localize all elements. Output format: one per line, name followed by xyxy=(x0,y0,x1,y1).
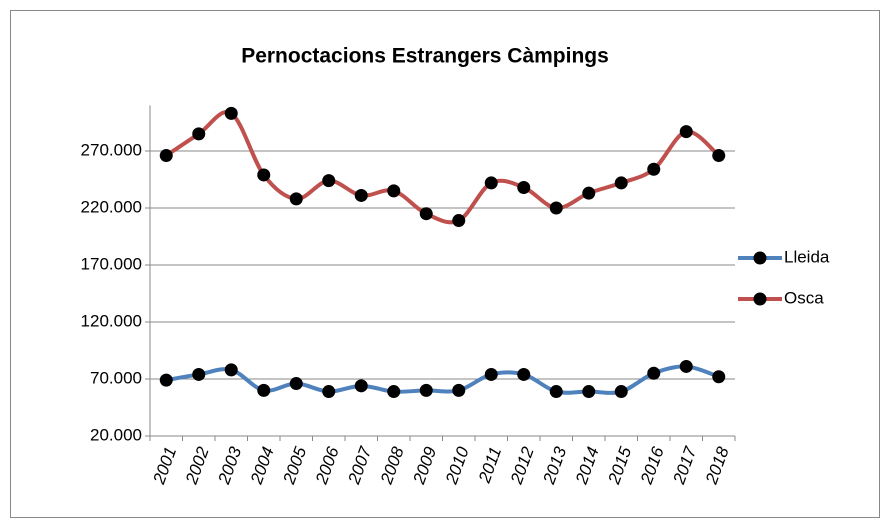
point xyxy=(257,383,271,397)
point xyxy=(387,385,401,399)
point xyxy=(679,125,693,139)
point xyxy=(192,127,206,141)
point xyxy=(452,383,466,397)
point xyxy=(159,149,173,163)
point xyxy=(159,373,173,387)
y-tick-label: 120.000 xyxy=(81,311,142,330)
point xyxy=(322,385,336,399)
point xyxy=(614,385,628,399)
point xyxy=(614,176,628,190)
point xyxy=(517,367,531,381)
legend-marker xyxy=(753,251,767,265)
y-tick-label: 270.000 xyxy=(81,140,142,159)
point xyxy=(679,359,693,373)
point xyxy=(387,184,401,198)
point xyxy=(224,106,238,120)
y-tick-label: 20.000 xyxy=(90,425,142,444)
point xyxy=(647,162,661,176)
point xyxy=(192,367,206,381)
chart-title: Pernoctacions Estrangers Càmpings xyxy=(241,45,609,68)
point xyxy=(289,192,303,206)
point xyxy=(484,367,498,381)
point xyxy=(517,180,531,194)
point xyxy=(712,149,726,163)
point xyxy=(484,176,498,190)
point xyxy=(322,174,336,188)
y-tick-label: 220.000 xyxy=(81,197,142,216)
y-tick-label: 70.000 xyxy=(90,368,142,387)
point xyxy=(712,370,726,384)
point xyxy=(257,168,271,182)
point xyxy=(582,186,596,200)
legend-marker xyxy=(753,292,767,306)
point xyxy=(354,379,368,393)
point xyxy=(582,385,596,399)
point xyxy=(419,383,433,397)
legend-label: Osca xyxy=(784,288,824,307)
point xyxy=(289,377,303,391)
point xyxy=(549,385,563,399)
point xyxy=(647,366,661,380)
point xyxy=(452,214,466,228)
chart-border xyxy=(10,10,880,518)
point xyxy=(419,207,433,221)
y-tick-label: 170.000 xyxy=(81,254,142,273)
point xyxy=(354,188,368,202)
point xyxy=(224,363,238,377)
point xyxy=(549,201,563,215)
legend-label: Lleida xyxy=(784,247,830,266)
